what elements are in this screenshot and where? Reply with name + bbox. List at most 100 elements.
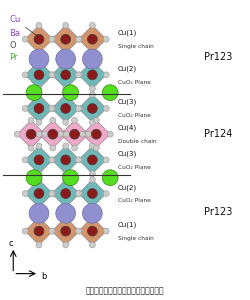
Circle shape — [22, 106, 28, 111]
Circle shape — [26, 129, 36, 139]
Circle shape — [36, 22, 42, 28]
Text: Cu(3): Cu(3) — [118, 99, 137, 106]
Circle shape — [103, 72, 109, 78]
Polygon shape — [25, 26, 53, 53]
Circle shape — [72, 117, 78, 123]
Circle shape — [63, 204, 69, 210]
Circle shape — [103, 228, 109, 234]
Circle shape — [63, 170, 78, 186]
Circle shape — [64, 131, 70, 137]
Circle shape — [58, 131, 64, 137]
Circle shape — [29, 49, 49, 69]
Circle shape — [76, 157, 82, 163]
Text: Pr: Pr — [9, 52, 18, 62]
Text: Pr124: Pr124 — [204, 129, 233, 139]
Circle shape — [90, 242, 95, 248]
Polygon shape — [78, 217, 106, 245]
Circle shape — [26, 170, 42, 186]
Circle shape — [90, 50, 95, 56]
Text: Double chain: Double chain — [118, 139, 157, 144]
Circle shape — [63, 143, 69, 149]
Circle shape — [63, 214, 69, 220]
Circle shape — [88, 189, 97, 199]
Circle shape — [76, 72, 82, 78]
Circle shape — [76, 106, 82, 111]
Circle shape — [36, 171, 42, 177]
Circle shape — [49, 36, 55, 42]
Circle shape — [49, 106, 55, 111]
Polygon shape — [78, 94, 106, 122]
Circle shape — [88, 103, 97, 113]
Circle shape — [63, 92, 69, 98]
Text: Cu(2): Cu(2) — [118, 65, 137, 72]
Text: Cu(3): Cu(3) — [118, 150, 137, 157]
Circle shape — [36, 58, 42, 64]
Circle shape — [90, 119, 95, 125]
Circle shape — [49, 190, 55, 196]
Circle shape — [76, 228, 82, 234]
Circle shape — [61, 189, 70, 199]
Text: CuO₂ Plane: CuO₂ Plane — [118, 199, 151, 203]
Circle shape — [61, 155, 70, 165]
Circle shape — [49, 72, 55, 78]
Polygon shape — [25, 180, 53, 207]
Circle shape — [80, 131, 86, 137]
Circle shape — [36, 92, 42, 98]
Polygon shape — [78, 180, 106, 207]
Circle shape — [88, 226, 97, 236]
Circle shape — [63, 119, 69, 125]
Circle shape — [34, 34, 44, 44]
Circle shape — [36, 50, 42, 56]
Circle shape — [76, 72, 82, 78]
Circle shape — [90, 58, 95, 64]
Text: Cu(2): Cu(2) — [118, 184, 137, 190]
Circle shape — [22, 72, 28, 78]
Circle shape — [22, 228, 28, 234]
Circle shape — [107, 131, 113, 137]
Text: Pr123: Pr123 — [204, 52, 233, 62]
Circle shape — [76, 190, 82, 196]
Circle shape — [50, 157, 56, 163]
Circle shape — [76, 36, 82, 42]
Circle shape — [90, 171, 95, 177]
Circle shape — [36, 177, 42, 183]
Text: Pr123: Pr123 — [204, 207, 233, 217]
Circle shape — [36, 119, 42, 125]
Circle shape — [61, 103, 70, 113]
Circle shape — [48, 129, 58, 139]
Circle shape — [88, 155, 97, 165]
Circle shape — [90, 86, 95, 92]
Circle shape — [63, 177, 69, 183]
Polygon shape — [25, 94, 53, 122]
Circle shape — [50, 106, 56, 111]
Circle shape — [56, 203, 76, 223]
Circle shape — [90, 92, 95, 98]
Circle shape — [88, 34, 97, 44]
Circle shape — [36, 131, 42, 137]
Polygon shape — [52, 180, 80, 207]
Text: O: O — [9, 41, 16, 50]
Circle shape — [36, 143, 42, 149]
Circle shape — [49, 228, 55, 234]
Circle shape — [76, 36, 82, 42]
Circle shape — [50, 117, 56, 123]
Circle shape — [76, 157, 82, 163]
Circle shape — [90, 22, 95, 28]
Circle shape — [26, 85, 42, 101]
Circle shape — [103, 157, 109, 163]
Circle shape — [63, 22, 69, 28]
Polygon shape — [52, 26, 80, 53]
Text: 図１：ハイブリッド超伝導物質の構造: 図１：ハイブリッド超伝導物質の構造 — [86, 286, 164, 295]
Circle shape — [76, 190, 82, 196]
Text: Cu(1): Cu(1) — [118, 222, 137, 228]
Circle shape — [50, 36, 56, 42]
Circle shape — [93, 145, 99, 151]
Text: Single chain: Single chain — [118, 236, 154, 241]
Circle shape — [86, 131, 91, 137]
Text: CuO₂ Plane: CuO₂ Plane — [118, 113, 151, 119]
Circle shape — [61, 226, 70, 236]
Text: Single chain: Single chain — [118, 44, 154, 49]
Polygon shape — [25, 217, 53, 245]
Text: CuO₂ Plane: CuO₂ Plane — [118, 165, 151, 170]
Text: CuO₂ Plane: CuO₂ Plane — [118, 80, 151, 85]
